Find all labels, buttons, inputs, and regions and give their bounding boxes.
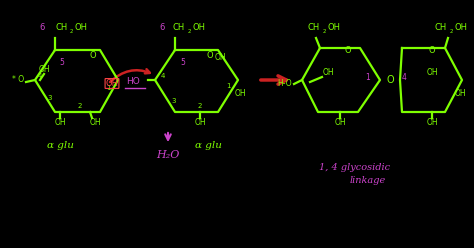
Text: 1: 1 [365,73,370,82]
Text: 4: 4 [38,73,42,79]
Text: 2: 2 [188,29,191,34]
Text: H-O: H-O [278,79,292,88]
Text: 5: 5 [60,58,64,67]
Text: OH: OH [334,118,346,127]
Text: 3: 3 [172,98,176,104]
Text: OH: OH [89,118,101,127]
Text: CH: CH [435,23,447,32]
Text: OH: OH [193,23,206,32]
Text: α glu: α glu [46,141,73,150]
Text: OH: OH [455,89,466,98]
Text: 1, 4 glycosidic: 1, 4 glycosidic [319,163,391,172]
Text: 6: 6 [39,23,45,32]
Text: 2: 2 [78,103,82,109]
Text: 2: 2 [70,29,73,34]
Text: OH: OH [54,118,66,127]
Text: OH: OH [426,118,438,127]
Text: 3: 3 [48,95,52,101]
Text: O: O [428,46,435,55]
Text: OH: OH [322,68,334,77]
Text: OH: OH [106,79,118,88]
Text: OH: OH [455,23,468,32]
Text: 1: 1 [226,83,230,89]
Text: 6: 6 [159,23,164,32]
Text: HO: HO [126,77,140,86]
Text: O: O [90,51,96,60]
Text: 2: 2 [323,29,327,34]
Text: * O: * O [12,75,24,84]
Text: α glu: α glu [194,141,221,150]
Text: 2: 2 [198,103,202,109]
Text: O: O [207,51,213,60]
Text: linkage: linkage [350,176,386,185]
Text: CH: CH [55,23,67,32]
Text: CH: CH [308,23,320,32]
Text: OH: OH [215,53,227,62]
Text: OH: OH [194,118,206,127]
Text: O: O [345,46,351,55]
Text: 4: 4 [401,73,406,82]
Text: H₂O: H₂O [156,150,180,160]
Text: 5: 5 [181,58,185,67]
Text: CH: CH [173,23,185,32]
Text: 2: 2 [450,29,454,34]
Text: OH: OH [75,23,88,32]
Text: O: O [386,75,394,85]
Text: OH: OH [38,65,50,74]
Text: OH: OH [328,23,341,32]
Text: OH: OH [235,89,246,98]
Text: 1: 1 [106,85,110,91]
Text: 4: 4 [161,73,165,79]
FancyArrowPatch shape [110,69,150,82]
Text: OH: OH [426,68,438,77]
